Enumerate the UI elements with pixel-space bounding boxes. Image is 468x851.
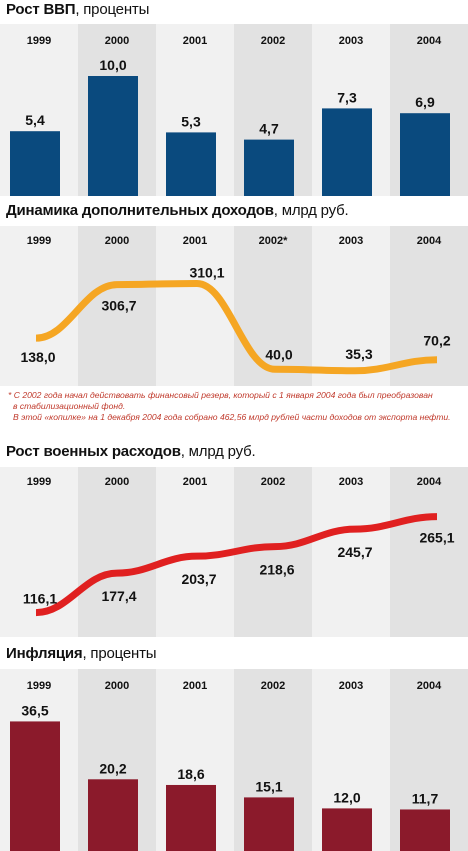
inflation-value-label: 36,5 [21,702,48,718]
footnote-line-3: В этой «копилке» на 1 декабря 2004 года … [13,412,451,422]
revenue-column-bg [312,226,390,386]
inflation-value-label: 20,2 [99,760,126,776]
inflation-chart-svg: 1999 2000 2001 2002 2003 2004 36,5 20,2 18,6 15,1… [0,669,468,851]
inflation-title-unit: проценты [90,645,157,662]
inflation-year-label: 2002 [261,680,285,692]
gdp-title-main: Рост ВВП [6,1,76,18]
revenue-series-line [35,279,438,375]
gdp-value-label: 5,4 [25,112,45,128]
military-chart-svg: 1999 2000 2001 2002 2003 2004 116,1 177,4 203,7 2… [0,467,468,637]
gdp-year-label: 2001 [183,35,207,47]
gdp-year-label: 1999 [27,35,51,47]
inflation-title-main: Инфляция [6,645,83,662]
military-column-bg [78,467,156,637]
military-chart-title: Рост военных расходов, млрд руб. [6,443,256,460]
gdp-chart-title: Рост ВВП, проценты [6,1,150,18]
gdp-value-label: 4,7 [259,121,279,137]
military-column-bg [390,467,468,637]
revenue-column-bg [234,226,312,386]
revenue-year-label: 2001 [183,235,207,247]
gdp-value-label: 5,3 [181,113,201,129]
revenue-year-label: 2003 [339,235,363,247]
military-value-label: 116,1 [23,591,57,607]
gdp-bar [244,139,294,196]
gdp-title-unit: проценты [83,1,150,18]
footnote-line-2: в стабилизационный фонд. [13,401,126,411]
inflation-bar [322,808,372,851]
inflation-value-label: 11,7 [412,790,439,806]
inflation-chart: 1999 2000 2001 2002 2003 2004 36,5 20,2 18,6 15,1… [0,669,468,851]
inflation-value-label: 12,0 [333,789,360,805]
revenue-title-unit: млрд руб. [281,202,349,219]
military-year-label: 2000 [105,476,129,488]
military-column-bg [312,467,390,637]
military-value-label: 218,6 [259,562,294,578]
revenue-column-bg [0,226,78,386]
inflation-year-label: 2001 [183,680,207,692]
military-title-unit: млрд руб. [188,443,256,460]
revenue-year-label: 2000 [105,235,129,247]
footnote-line-1: * С 2002 года начал действовать финансов… [8,390,433,400]
military-value-label: 245,7 [337,544,372,560]
gdp-bar [400,113,450,196]
revenue-chart-title: Динамика дополнительных доходов, млрд ру… [6,202,349,219]
military-year-label: 2002 [261,476,285,488]
revenue-year-label: 2004 [417,235,442,247]
military-title-main: Рост военных расходов [6,443,181,460]
footnote: * С 2002 года начал действовать финансов… [8,390,464,423]
gdp-bar [10,131,60,196]
revenue-chart: 1999 2000 2001 2002* 2003 2004 138,0 306,7 310,1… [0,226,468,386]
inflation-bar [88,779,138,851]
inflation-bar [244,797,294,851]
inflation-value-label: 18,6 [177,766,204,782]
gdp-chart-svg: 1999 2000 2001 2002 2003 2004 5,4 10,0 5,3 4,7 7,3… [0,24,468,196]
gdp-value-label: 10,0 [99,57,126,73]
revenue-year-label: 2002* [259,235,288,247]
gdp-bar [88,76,138,196]
military-value-label: 265,1 [419,530,454,546]
military-year-label: 2004 [417,476,442,488]
revenue-value-label: 70,2 [423,333,450,349]
military-value-label: 177,4 [101,588,136,604]
revenue-title-main: Динамика дополнительных доходов [6,202,274,219]
inflation-year-label: 2000 [105,680,129,692]
military-series-line [35,513,438,617]
inflation-value-label: 15,1 [255,778,282,794]
gdp-year-label: 2003 [339,35,363,47]
military-year-label: 2001 [183,476,207,488]
revenue-chart-svg: 1999 2000 2001 2002* 2003 2004 138,0 306,7 310,1… [0,226,468,386]
revenue-value-label: 310,1 [189,264,224,280]
gdp-chart: 1999 2000 2001 2002 2003 2004 5,4 10,0 5,3 4,7 7,3… [0,24,468,196]
gdp-year-label: 2004 [417,35,442,47]
revenue-value-label: 40,0 [265,346,292,362]
inflation-bar [10,721,60,851]
inflation-year-label: 2004 [417,680,442,692]
inflation-chart-title: Инфляция, проценты [6,645,157,662]
gdp-value-label: 6,9 [415,94,435,110]
revenue-value-label: 138,0 [20,349,55,365]
gdp-year-label: 2002 [261,35,285,47]
inflation-bar [166,784,216,851]
revenue-year-label: 1999 [27,235,51,247]
revenue-column-bg [78,226,156,386]
military-value-label: 203,7 [181,571,216,587]
inflation-year-label: 2003 [339,680,363,692]
gdp-value-label: 7,3 [337,89,357,105]
gdp-year-label: 2000 [105,35,129,47]
military-chart: 1999 2000 2001 2002 2003 2004 116,1 177,4 203,7 2… [0,467,468,637]
military-year-label: 1999 [27,476,51,488]
gdp-bar [166,132,216,196]
gdp-bar [322,108,372,196]
military-column-bg [0,467,78,637]
inflation-bar [400,809,450,851]
military-year-label: 2003 [339,476,363,488]
revenue-value-label: 35,3 [345,346,372,362]
revenue-value-label: 306,7 [101,298,136,314]
inflation-year-label: 1999 [27,680,51,692]
